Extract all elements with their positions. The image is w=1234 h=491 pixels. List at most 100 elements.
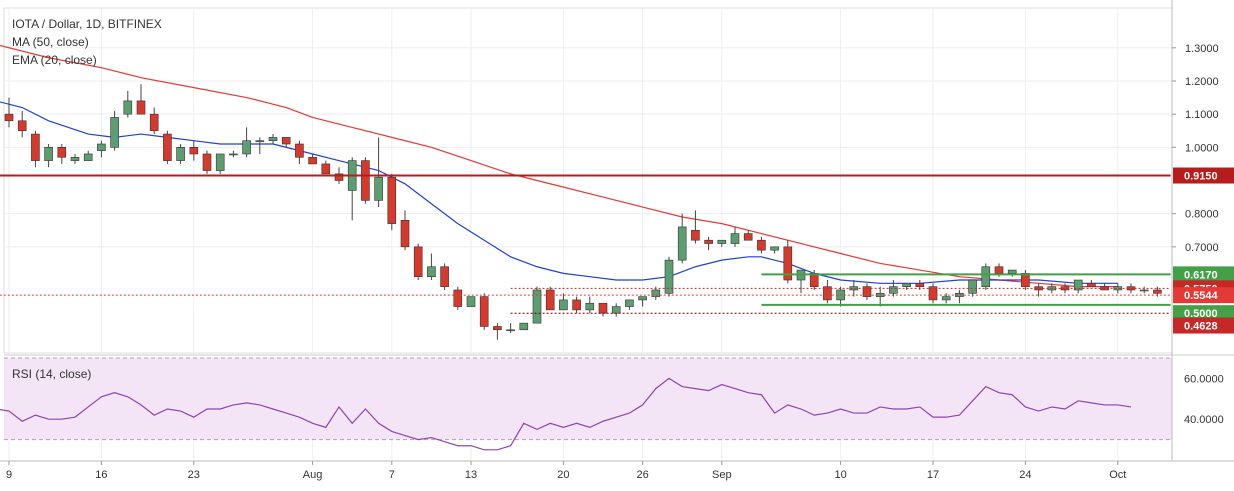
candle-body bbox=[479, 296, 489, 327]
time-tick-label: 24 bbox=[1019, 469, 1031, 481]
candle-body bbox=[572, 299, 581, 311]
candle-body bbox=[677, 226, 687, 261]
candle bbox=[677, 213, 687, 264]
candle-body bbox=[97, 143, 106, 151]
candle-body bbox=[902, 283, 911, 287]
candle bbox=[981, 263, 991, 290]
candle-body bbox=[400, 220, 410, 248]
candle bbox=[823, 280, 832, 304]
price-tick-label: 0.7000 bbox=[1185, 242, 1219, 254]
rsi-pane bbox=[0, 357, 1172, 451]
candle-body bbox=[334, 173, 344, 181]
time-tick-label: Sep bbox=[712, 469, 732, 481]
price-tick-label: 0.8000 bbox=[1185, 209, 1219, 221]
candle bbox=[783, 240, 793, 284]
price-tick-label: 1.2000 bbox=[1185, 76, 1219, 88]
candle bbox=[189, 140, 199, 161]
candle-body bbox=[453, 289, 463, 307]
candle-body bbox=[1073, 279, 1083, 291]
candle bbox=[149, 107, 159, 135]
candle-body bbox=[215, 153, 225, 171]
candle-body bbox=[281, 137, 291, 145]
candle-body bbox=[4, 113, 14, 122]
candle-body bbox=[189, 147, 199, 155]
candle-body bbox=[123, 100, 133, 115]
candle-body bbox=[638, 296, 647, 301]
candle bbox=[585, 296, 595, 314]
candle-body bbox=[1087, 283, 1096, 287]
candle bbox=[479, 293, 489, 330]
candle bbox=[123, 90, 133, 118]
candle-body bbox=[743, 233, 753, 241]
rsi-tick-label: 40.0000 bbox=[1184, 414, 1224, 426]
candle-body bbox=[928, 286, 938, 301]
candle-body bbox=[413, 246, 423, 278]
candle bbox=[889, 280, 898, 297]
time-tick-label: 7 bbox=[389, 469, 395, 481]
candle-body bbox=[70, 156, 80, 161]
candle-body bbox=[136, 100, 146, 115]
candle bbox=[1060, 283, 1070, 294]
candle bbox=[295, 140, 304, 164]
candle-body bbox=[387, 176, 397, 224]
ma-legend: MA (50, close) bbox=[12, 35, 89, 49]
candle-body bbox=[17, 120, 27, 132]
candle-body bbox=[981, 266, 991, 287]
candle bbox=[717, 239, 727, 247]
candle bbox=[17, 110, 27, 138]
candle bbox=[202, 150, 212, 174]
candle bbox=[31, 130, 40, 168]
candle-body bbox=[57, 147, 67, 158]
candle-body bbox=[585, 302, 595, 311]
candle-body bbox=[242, 140, 251, 155]
candle bbox=[559, 293, 568, 311]
time-tick-label: 10 bbox=[834, 469, 846, 481]
candle bbox=[1139, 286, 1149, 294]
candle-body bbox=[440, 266, 449, 287]
candle-body bbox=[519, 322, 529, 331]
candle-body bbox=[889, 286, 898, 294]
candle-body bbox=[308, 156, 317, 165]
candle-body bbox=[163, 133, 172, 161]
candle-body bbox=[229, 153, 238, 156]
candle bbox=[215, 153, 225, 174]
candle-body bbox=[255, 140, 265, 142]
main-pane-frame bbox=[3, 7, 1173, 354]
candle bbox=[849, 280, 859, 297]
candle-body bbox=[955, 292, 964, 297]
ema20-line bbox=[0, 101, 1118, 284]
candle bbox=[532, 286, 542, 324]
price-label-box bbox=[1173, 167, 1234, 184]
candle bbox=[176, 144, 185, 164]
candle-body bbox=[321, 163, 331, 175]
candle bbox=[255, 137, 265, 154]
candle-body bbox=[493, 326, 502, 331]
price-label: 0.9150 bbox=[1184, 171, 1218, 183]
candle bbox=[136, 84, 146, 115]
price-tick-label: 1.0000 bbox=[1185, 142, 1219, 154]
price-label: 0.5000 bbox=[1184, 308, 1218, 320]
candle bbox=[1113, 283, 1123, 294]
candle-body bbox=[176, 147, 185, 161]
candle bbox=[519, 322, 529, 331]
time-tick-label: 16 bbox=[95, 469, 107, 481]
candle bbox=[625, 299, 634, 310]
candles bbox=[4, 84, 1162, 340]
candle-body bbox=[770, 246, 779, 251]
candle-body bbox=[83, 153, 93, 161]
time-tick-label: 26 bbox=[636, 469, 648, 481]
candle-body bbox=[730, 233, 740, 244]
candle bbox=[1073, 279, 1083, 294]
candle bbox=[308, 153, 317, 165]
candle bbox=[281, 137, 291, 148]
candle-body bbox=[545, 289, 555, 311]
candle-body bbox=[849, 286, 859, 291]
candle-body bbox=[559, 299, 568, 311]
candle-body bbox=[704, 239, 713, 244]
time-tick-label: Oct bbox=[1109, 469, 1126, 481]
candle bbox=[691, 210, 700, 244]
axes: 1.3000 1.2000 1.1000 1.0000 0.8000 0.7000 0.91… bbox=[0, 0, 1234, 481]
price-label: 0.4628 bbox=[1184, 321, 1218, 333]
candle-body bbox=[202, 153, 212, 171]
